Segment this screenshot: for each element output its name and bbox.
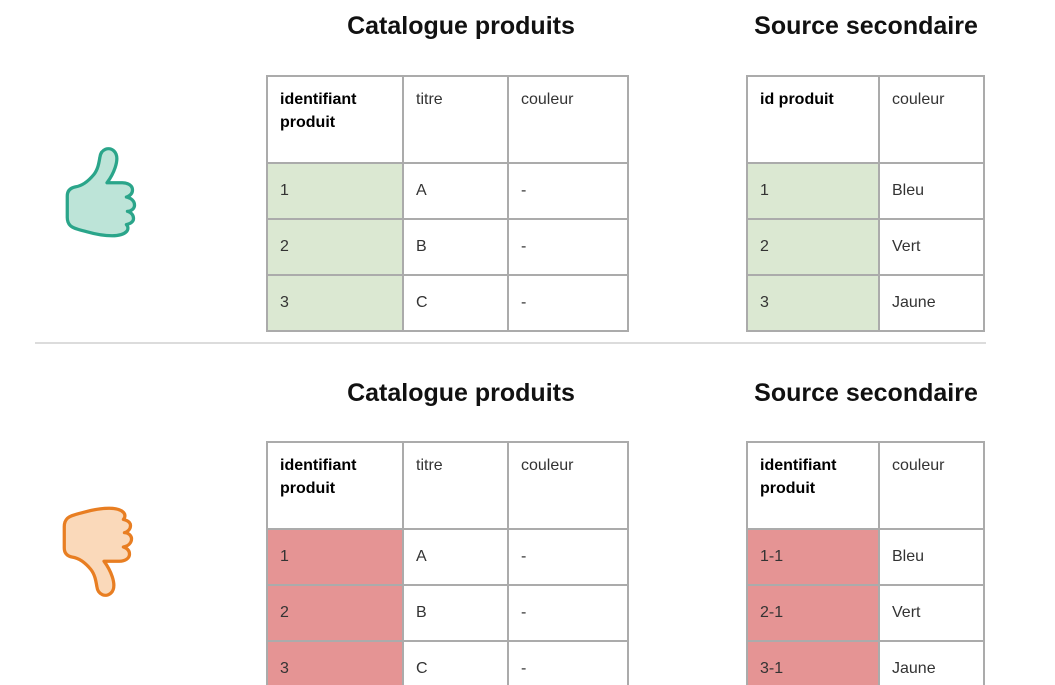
table-row: 3-1 Jaune: [746, 640, 985, 685]
table-cell: A: [402, 528, 509, 586]
column-header: couleur: [878, 75, 985, 164]
table-cell: Jaune: [878, 640, 985, 685]
table-row: 3 C -: [266, 640, 629, 685]
column-header: titre: [402, 441, 509, 530]
thumbs-down-icon: [62, 506, 134, 597]
column-header: couleur: [507, 75, 629, 164]
table-cell: C: [402, 274, 509, 332]
table-row: 2 B -: [266, 218, 629, 276]
catalogue-table-rejected: identifiant produit titre couleur 1 A - …: [266, 441, 629, 685]
section-divider: [35, 342, 986, 344]
key-cell: 1-1: [746, 528, 880, 586]
table-cell: -: [507, 218, 629, 276]
table-cell: -: [507, 640, 629, 685]
key-cell: 2: [266, 218, 404, 276]
source-title-rejected: Source secondaire: [754, 379, 978, 407]
column-header: couleur: [507, 441, 629, 530]
table-row: 3 C -: [266, 274, 629, 332]
table-row: 1 Bleu: [746, 162, 985, 220]
table-header-row: identifiant produit couleur: [746, 441, 985, 530]
table-row: 2-1 Vert: [746, 584, 985, 642]
source-title-approved: Source secondaire: [754, 12, 978, 40]
thumbs-up-icon: [65, 147, 137, 238]
catalogue-title-rejected: Catalogue produits: [347, 379, 575, 407]
table-cell: B: [402, 584, 509, 642]
source-table-approved: id produit couleur 1 Bleu 2 Vert 3 Jaune: [746, 75, 985, 332]
column-header: couleur: [878, 441, 985, 530]
key-cell: 3: [266, 274, 404, 332]
key-cell: 1: [266, 162, 404, 220]
key-cell: 1: [746, 162, 880, 220]
column-header: identifiant produit: [266, 75, 404, 164]
table-header-row: identifiant produit titre couleur: [266, 75, 629, 164]
table-row: 1-1 Bleu: [746, 528, 985, 586]
table-row: 3 Jaune: [746, 274, 985, 332]
table-cell: C: [402, 640, 509, 685]
key-cell: 1: [266, 528, 404, 586]
table-cell: -: [507, 274, 629, 332]
table-cell: -: [507, 528, 629, 586]
table-header-row: id produit couleur: [746, 75, 985, 164]
table-row: 2 B -: [266, 584, 629, 642]
table-cell: Jaune: [878, 274, 985, 332]
table-cell: -: [507, 584, 629, 642]
key-cell: 2: [746, 218, 880, 276]
table-cell: Vert: [878, 584, 985, 642]
table-cell: -: [507, 162, 629, 220]
key-cell: 3-1: [746, 640, 880, 685]
key-cell: 2-1: [746, 584, 880, 642]
column-header: identifiant produit: [266, 441, 404, 530]
key-cell: 3: [746, 274, 880, 332]
column-header: titre: [402, 75, 509, 164]
key-cell: 3: [266, 640, 404, 685]
column-header: identifiant produit: [746, 441, 880, 530]
table-cell: B: [402, 218, 509, 276]
table-header-row: identifiant produit titre couleur: [266, 441, 629, 530]
source-table-rejected: identifiant produit couleur 1-1 Bleu 2-1…: [746, 441, 985, 685]
key-cell: 2: [266, 584, 404, 642]
table-row: 1 A -: [266, 162, 629, 220]
table-cell: Vert: [878, 218, 985, 276]
table-cell: Bleu: [878, 528, 985, 586]
table-row: 2 Vert: [746, 218, 985, 276]
table-cell: Bleu: [878, 162, 985, 220]
catalogue-title-approved: Catalogue produits: [347, 12, 575, 40]
column-header: id produit: [746, 75, 880, 164]
table-cell: A: [402, 162, 509, 220]
table-row: 1 A -: [266, 528, 629, 586]
catalogue-table-approved: identifiant produit titre couleur 1 A - …: [266, 75, 629, 332]
